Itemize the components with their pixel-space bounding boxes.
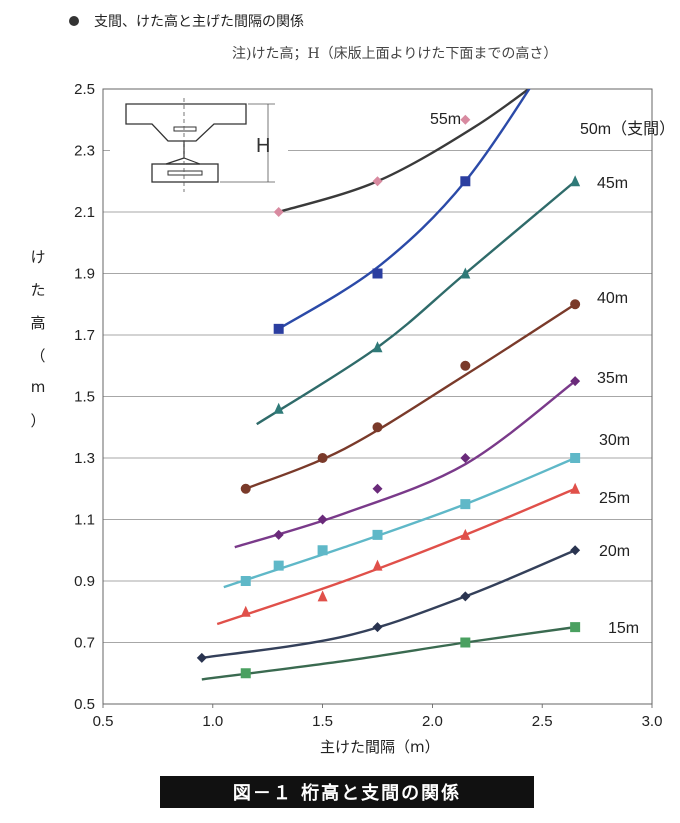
x-tick-labels: 0.5 1.0 1.5 2.0 2.5 3.0 — [93, 713, 663, 730]
series-line-4 — [234, 380, 576, 549]
axes — [102, 88, 653, 708]
y-axis-title-char: （ — [30, 347, 45, 365]
series-line-7 — [201, 549, 576, 660]
x-axis-title: 主けた間隔（m） — [320, 738, 440, 756]
y-tick-label: 2.5 — [74, 81, 95, 98]
y-tick-label: 0.5 — [74, 696, 95, 713]
data-point-marker — [240, 483, 251, 494]
y-tick-label: 0.9 — [74, 573, 95, 590]
diagram-h-label: H — [256, 135, 270, 157]
series-line-8 — [201, 625, 576, 681]
figure-caption-box: 図－１ 桁高と支間の関係 — [160, 776, 534, 808]
series-line-0 — [278, 89, 531, 214]
y-axis-title-char: た — [30, 281, 45, 299]
y-axis-title: けた高 （ m ） — [30, 248, 45, 430]
data-point-marker — [372, 176, 383, 187]
data-point-marker — [460, 114, 471, 125]
data-point-marker — [273, 529, 284, 540]
series-line-2 — [256, 180, 576, 426]
data-point-marker — [317, 453, 328, 463]
series-label-4: 35m — [597, 370, 628, 387]
y-tick-label: 1.9 — [74, 266, 95, 283]
y-axis-title-char: ） — [30, 412, 45, 430]
data-point-marker — [273, 560, 284, 571]
data-point-marker — [273, 402, 284, 414]
data-point-marker — [460, 499, 471, 510]
header-title: 支間、けた高と主げた間隔の関係 — [94, 13, 304, 30]
data-point-marker — [372, 341, 383, 353]
header-note: 注)けた高；H（床版上面よりけた下面までの高さ） — [232, 45, 557, 62]
x-tick-label: 2.5 — [532, 713, 553, 730]
series-label-2: 45m — [597, 175, 628, 192]
data-point-marker — [570, 175, 581, 187]
data-point-marker — [570, 453, 581, 463]
figure-caption: 図－１ 桁高と支間の関係 — [232, 783, 462, 804]
data-point-marker — [317, 590, 328, 602]
data-point-marker — [460, 176, 471, 187]
data-point-marker — [460, 591, 471, 602]
series-labels: 55m 50m（支間） 45m 40m 35m 30m 25m 20m 15m — [430, 111, 675, 637]
y-tick-label: 1.3 — [74, 450, 95, 467]
data-point-marker — [460, 453, 471, 463]
y-axis-title-char: け — [30, 248, 45, 266]
data-point-marker — [240, 605, 251, 617]
data-point-marker — [570, 545, 581, 556]
x-tick-label: 1.0 — [202, 713, 223, 730]
data-point-marker — [273, 323, 284, 334]
data-point-marker — [460, 528, 471, 540]
y-tick-label: 0.7 — [74, 635, 95, 652]
data-point-marker — [317, 514, 328, 525]
data-point-marker — [240, 668, 251, 679]
data-point-marker — [570, 482, 581, 494]
series-label-5: 30m — [599, 432, 630, 449]
data-point-marker — [317, 545, 328, 556]
data-point-marker — [196, 652, 207, 663]
data-point-marker — [273, 207, 284, 217]
series-label-0: 55m — [430, 111, 461, 128]
data-point-marker — [460, 267, 471, 279]
series-label-3: 40m — [597, 290, 628, 307]
y-tick-labels: 0.5 0.7 0.9 1.1 1.3 1.5 1.7 1.9 2.1 2.3 2.5 — [74, 81, 95, 713]
data-point-marker — [372, 422, 383, 433]
series-label-7: 20m — [599, 543, 630, 560]
x-tick-label: 2.0 — [422, 713, 443, 730]
data-point-marker — [372, 483, 383, 494]
series-label-1: 50m（支間） — [580, 120, 675, 138]
y-tick-label: 2.3 — [74, 143, 95, 160]
plot-frame — [102, 88, 653, 705]
series-label-8: 15m — [608, 620, 639, 637]
x-tick-label: 3.0 — [642, 713, 663, 730]
data-point-marker — [372, 529, 383, 540]
data-point-marker — [570, 622, 581, 633]
series-line-1 — [278, 89, 531, 330]
y-tick-label: 2.1 — [74, 204, 95, 221]
series-label-6: 25m — [599, 490, 630, 507]
data-point-marker — [460, 360, 471, 371]
y-tick-label: 1.7 — [74, 327, 95, 344]
series-lines — [201, 89, 576, 681]
data-point-marker — [372, 622, 383, 633]
series-markers — [196, 114, 581, 679]
x-tick-label: 1.5 — [312, 713, 333, 730]
y-tick-label: 1.1 — [74, 512, 95, 529]
data-point-marker — [570, 299, 581, 310]
girder-cross-section-diagram: H — [110, 97, 288, 192]
x-tick-label: 0.5 — [93, 713, 114, 730]
data-point-marker — [460, 637, 471, 648]
data-point-marker — [570, 376, 581, 387]
data-point-marker — [372, 559, 383, 571]
data-point-marker — [240, 576, 251, 586]
series-line-6 — [216, 487, 576, 626]
data-point-marker — [372, 268, 383, 279]
y-axis-title-char: m — [31, 378, 46, 396]
y-tick-label: 1.5 — [74, 389, 95, 406]
y-axis-title-char: 高 — [30, 314, 45, 332]
series-line-3 — [245, 303, 576, 490]
header-bullet — [69, 16, 79, 26]
